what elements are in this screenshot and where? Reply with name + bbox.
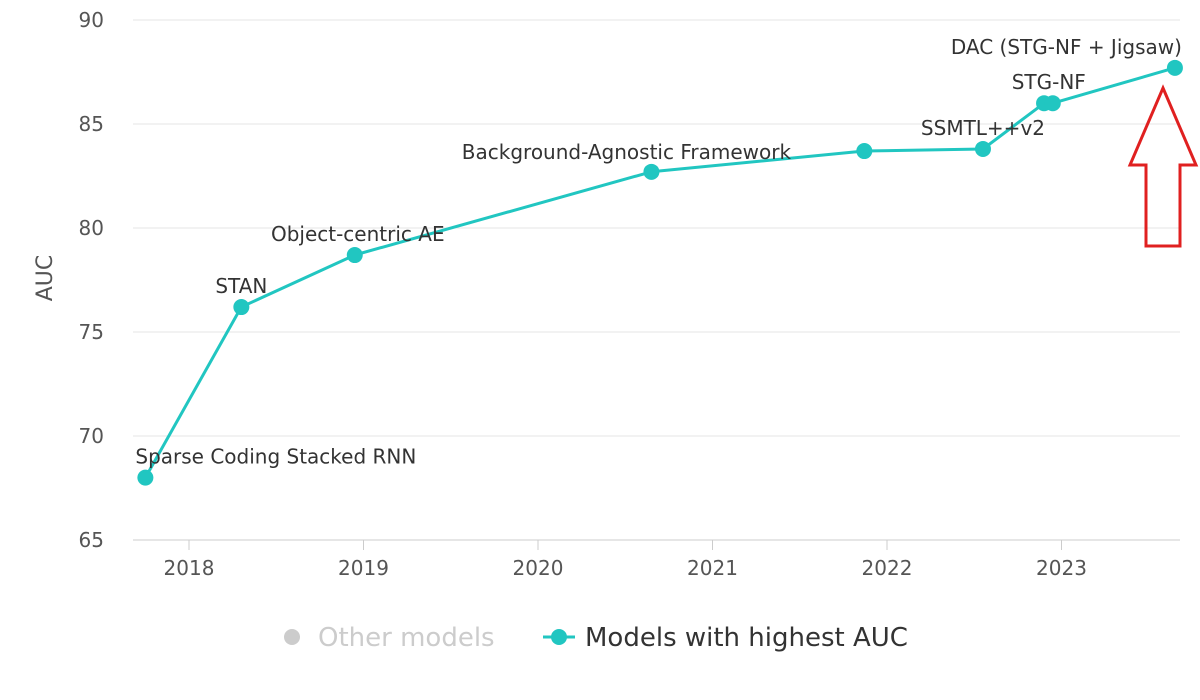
data-point[interactable] (1166, 59, 1183, 76)
point-labels: Sparse Coding Stacked RNN STAN Object-cent… (135, 35, 1182, 469)
data-points (137, 59, 1183, 486)
legend-item-highest-auc[interactable]: Models with highest AUC (543, 623, 908, 653)
legend-item-other-models[interactable]: Other models (284, 623, 495, 653)
legend-label-other-models: Other models (318, 623, 495, 653)
point-label: DAC (STG-NF + Jigsaw) (951, 35, 1182, 59)
point-label: STAN (215, 274, 267, 298)
x-tick-label: 2021 (687, 556, 738, 580)
y-axis-title: AUC (33, 255, 58, 302)
point-label: Sparse Coding Stacked RNN (135, 445, 416, 469)
y-tick-label: 85 (79, 112, 104, 136)
data-point[interactable] (233, 299, 250, 316)
data-point[interactable] (974, 140, 991, 157)
x-axis: 2018 2019 2020 2021 2022 2023 (133, 539, 1180, 580)
point-label: Object-centric AE (271, 222, 445, 246)
data-point[interactable] (1044, 95, 1061, 112)
y-tick-label: 80 (79, 216, 104, 240)
y-tick-label: 70 (79, 424, 104, 448)
x-tick-label: 2020 (513, 556, 564, 580)
point-label: Background-Agnostic Framework (462, 140, 792, 164)
x-tick-label: 2022 (862, 556, 913, 580)
point-label: STG-NF (1012, 70, 1086, 94)
x-tick-label: 2019 (338, 556, 389, 580)
legend-label-highest-auc: Models with highest AUC (585, 623, 908, 653)
x-tick-label: 2018 (164, 556, 215, 580)
data-point[interactable] (346, 247, 363, 264)
x-tick-label: 2023 (1036, 556, 1087, 580)
data-point[interactable] (137, 469, 154, 486)
red-up-arrow-annotation (1127, 84, 1199, 248)
y-tick-label: 90 (79, 8, 104, 32)
point-label: SSMTL++v2 (921, 116, 1045, 140)
data-point[interactable] (643, 163, 660, 180)
legend: Other models Models with highest AUC (284, 623, 908, 653)
legend-marker-highest-auc (551, 629, 567, 645)
y-tick-label: 65 (79, 528, 104, 552)
legend-marker-other-models (284, 629, 300, 645)
data-point[interactable] (856, 143, 873, 160)
y-tick-label: 75 (79, 320, 104, 344)
y-axis-ticks: 65 70 75 80 85 90 (79, 8, 104, 552)
